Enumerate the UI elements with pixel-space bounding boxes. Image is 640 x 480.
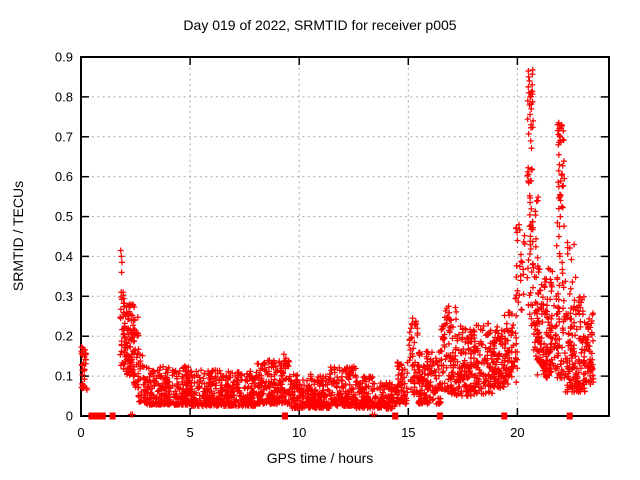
scatter-points — [78, 66, 597, 412]
y-tick-label: 0 — [66, 409, 73, 424]
grid-lines — [81, 57, 609, 416]
y-tick-label: 0.7 — [55, 129, 73, 144]
chart-title: Day 019 of 2022, SRMTID for receiver p00… — [183, 17, 457, 33]
x-tick-label: 5 — [186, 425, 193, 440]
zero-plus-markers — [127, 411, 378, 418]
x-axis-label: GPS time / hours — [266, 450, 374, 466]
y-tick-label: 0.3 — [55, 289, 73, 304]
y-tick-label: 0.1 — [55, 369, 73, 384]
y-tick-labels: 0 0.1 0.2 0.3 0.4 0.5 0.6 0.7 0.8 0.9 — [55, 50, 73, 424]
x-tick-label: 10 — [292, 425, 306, 440]
y-tick-label: 0.8 — [55, 89, 73, 104]
zero-markers — [88, 411, 573, 420]
y-tick-label: 0.9 — [55, 50, 73, 65]
x-tick-label: 20 — [510, 425, 524, 440]
plot-border — [80, 56, 610, 417]
x-tick-label: 15 — [401, 425, 415, 440]
y-tick-label: 0.4 — [55, 249, 73, 264]
y-tick-label: 0.5 — [55, 209, 73, 224]
y-tick-label: 0.2 — [55, 329, 73, 344]
x-tick-label: 0 — [77, 425, 84, 440]
y-tick-label: 0.6 — [55, 169, 73, 184]
x-tick-labels: 0 5 10 15 20 — [77, 425, 524, 440]
